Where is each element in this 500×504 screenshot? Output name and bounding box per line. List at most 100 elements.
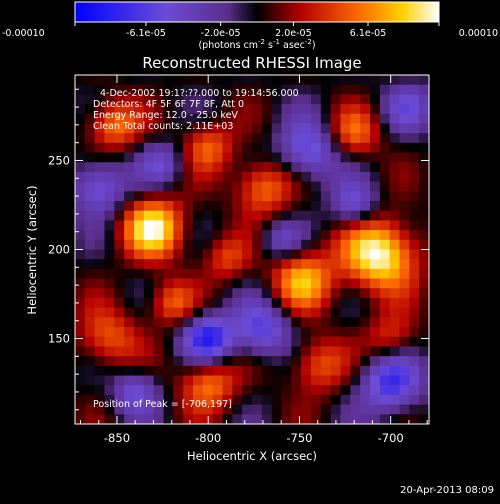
heatmap-cell	[261, 94, 273, 105]
heatmap-cell	[84, 75, 96, 86]
heatmap-cell	[104, 356, 115, 367]
heatmap-cell	[183, 94, 194, 105]
chart-title: Reconstructed RHESSI Image	[142, 54, 361, 72]
heatmap-cell	[330, 259, 342, 270]
heatmap-cell	[202, 385, 214, 396]
heatmap-cell	[379, 152, 391, 163]
heatmap-cell	[261, 201, 273, 212]
heatmap-cell	[75, 375, 86, 386]
heatmap-cell	[330, 317, 342, 328]
heatmap-cell	[124, 123, 135, 134]
heatmap-cell	[419, 249, 429, 260]
heatmap-cell	[183, 404, 194, 415]
heatmap-cell	[281, 220, 292, 231]
heatmap-cell	[261, 375, 273, 386]
heatmap-cell	[252, 191, 263, 202]
heatmap-cell	[271, 404, 283, 415]
heatmap-cell	[193, 220, 204, 231]
heatmap-cell	[183, 375, 194, 386]
heatmap-cell	[350, 375, 361, 386]
heatmap-cell	[399, 104, 410, 115]
heatmap-cell	[114, 191, 125, 202]
heatmap-cell	[271, 365, 283, 377]
heatmap-cell	[202, 142, 214, 154]
heatmap-cell	[183, 210, 194, 222]
heatmap-cell	[84, 162, 96, 173]
heatmap-cell	[252, 75, 263, 86]
heatmap-cell	[330, 113, 342, 125]
heatmap-cell	[134, 327, 145, 338]
heatmap-cell	[222, 84, 233, 95]
heatmap-cell	[281, 75, 292, 86]
heatmap-cell	[399, 123, 410, 134]
heatmap-cell	[202, 346, 214, 357]
heatmap-cell	[173, 259, 184, 270]
heatmap-cell	[193, 278, 204, 289]
heatmap-cell	[84, 230, 96, 241]
heatmap-cell	[94, 414, 106, 424]
heatmap-cell	[370, 297, 381, 309]
heatmap-cell	[389, 356, 401, 367]
heatmap-cell	[143, 123, 155, 134]
heatmap-cell	[173, 278, 184, 289]
heatmap-cell	[419, 152, 429, 163]
heatmap-cell	[134, 181, 145, 192]
heatmap-cell	[94, 171, 106, 183]
heatmap-cell	[222, 181, 233, 192]
heatmap-cell	[222, 162, 233, 173]
heatmap-cell	[124, 104, 135, 115]
heatmap-cell	[379, 404, 391, 415]
annotation-detectors: Detectors: 4F 5F 6F 7F 8F, Att 0	[93, 99, 244, 110]
heatmap-cell	[340, 394, 351, 406]
heatmap-cell	[389, 288, 401, 299]
heatmap-cell	[212, 356, 224, 367]
heatmap-cell	[252, 162, 263, 173]
heatmap-cell	[301, 133, 312, 144]
heatmap-cell	[389, 84, 401, 95]
heatmap-cell	[84, 307, 96, 318]
heatmap-cell	[360, 346, 371, 357]
heatmap-cell	[330, 123, 342, 134]
heatmap-cell	[350, 104, 361, 115]
heatmap-cell	[350, 414, 361, 424]
heatmap-cell	[212, 249, 224, 260]
heatmap-cell	[242, 356, 253, 367]
heatmap-cell	[399, 336, 410, 348]
heatmap-cell	[340, 239, 351, 251]
heatmap-cell	[360, 356, 371, 367]
heatmap-cell	[222, 171, 233, 183]
heatmap-cell	[153, 210, 165, 222]
heatmap-cell	[114, 239, 125, 251]
heatmap-cell	[419, 191, 429, 202]
heatmap-cell	[419, 104, 429, 115]
heatmap-cell	[94, 356, 106, 367]
heatmap-cell	[379, 201, 391, 212]
heatmap-cell	[252, 346, 263, 357]
heatmap-cell	[252, 317, 263, 328]
heatmap-cell	[134, 210, 145, 222]
heatmap-cell	[94, 201, 106, 212]
heatmap-cell	[104, 346, 115, 357]
heatmap-cell	[379, 191, 391, 202]
heatmap-cell	[340, 327, 351, 338]
heatmap-cell	[301, 375, 312, 386]
heatmap-cell	[399, 142, 410, 154]
heatmap-cell	[163, 249, 174, 260]
heatmap-cell	[242, 104, 253, 115]
heatmap-cell	[261, 278, 273, 289]
heatmap-cell	[124, 307, 135, 318]
heatmap-cell	[419, 404, 429, 415]
heatmap-cell	[291, 375, 302, 386]
heatmap-cell	[124, 268, 135, 280]
heatmap-cell	[252, 356, 263, 367]
heatmap-cell	[370, 259, 381, 270]
heatmap-cell	[232, 220, 243, 231]
heatmap-cell	[281, 317, 292, 328]
heatmap-cell	[389, 181, 401, 192]
heatmap-cell	[360, 84, 371, 95]
heatmap-cell	[134, 288, 145, 299]
heatmap-cell	[330, 152, 342, 163]
heatmap-cell	[419, 346, 429, 357]
heatmap-cell	[261, 385, 273, 396]
heatmap-cell	[75, 191, 86, 202]
